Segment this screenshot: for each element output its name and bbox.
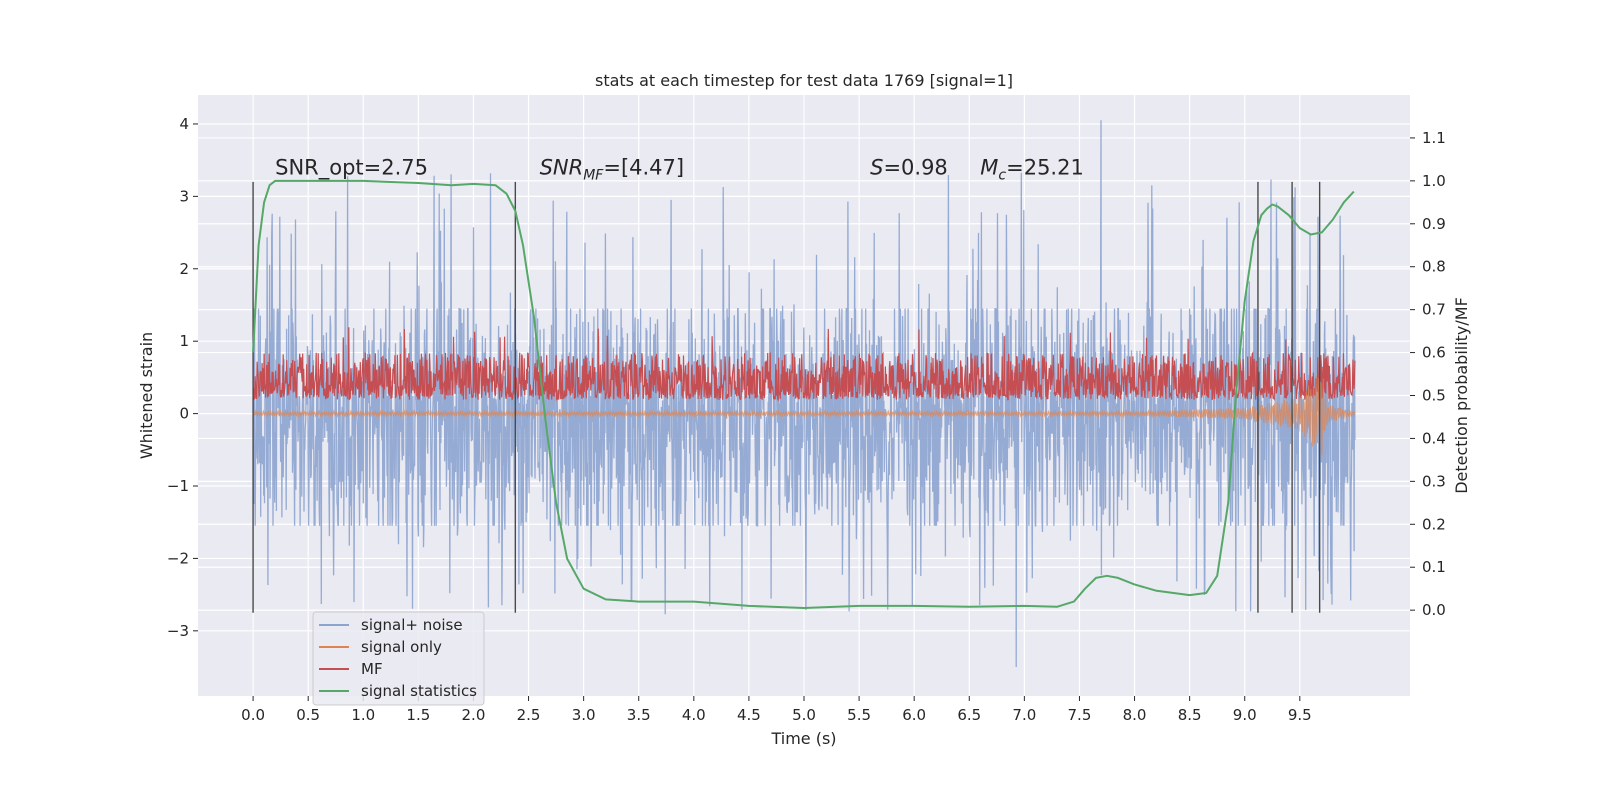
signal-only-line xyxy=(252,375,1356,456)
x-tick-label: 9.5 xyxy=(1288,706,1312,724)
vertical-markers xyxy=(252,181,1321,613)
y-left-tick-label: 0 xyxy=(179,405,189,423)
x-tick-label: 6.5 xyxy=(957,706,981,724)
y-right-tick-label: 0.6 xyxy=(1422,344,1446,362)
x-axis-label: Time (s) xyxy=(770,729,836,748)
annotation-0: SNR_opt=2.75 xyxy=(275,156,428,181)
y-left-tick-label: 3 xyxy=(179,187,189,205)
y-left-tick-label: 4 xyxy=(179,115,189,133)
x-tick-label: 3.5 xyxy=(627,706,651,724)
y-right-tick-label: 0.8 xyxy=(1422,258,1446,276)
y-axis-left-ticks: −3 −2 −1 0 1 2 3 4 xyxy=(167,115,198,640)
y-axis-right-ticks: 0.0 0.1 0.2 0.3 0.4 0.5 0.6 0.7 0.8 0.9 1.0 1.1 xyxy=(1410,129,1446,619)
x-tick-label: 4.0 xyxy=(682,706,706,724)
x-tick-label: 4.5 xyxy=(737,706,761,724)
y-right-tick-label: 0.2 xyxy=(1422,515,1446,533)
series-layer xyxy=(252,120,1356,668)
signal-noise-line xyxy=(252,120,1356,668)
y-axis-left-label: Whitened strain xyxy=(137,332,156,459)
signal-statistics-series xyxy=(252,179,1355,609)
y-right-tick-label: 0.0 xyxy=(1422,601,1446,619)
y-right-tick-label: 0.9 xyxy=(1422,215,1446,233)
y-left-tick-label: 2 xyxy=(179,260,189,278)
annotation-2: S=0.98 xyxy=(870,156,948,180)
legend-label: signal+ noise xyxy=(361,616,463,634)
mf-line xyxy=(252,327,1356,402)
annotation-1: SNRMF=[4.47] xyxy=(540,156,685,184)
y-right-tick-label: 0.5 xyxy=(1422,387,1446,405)
legend-label: signal only xyxy=(361,638,442,656)
legend-label: signal statistics xyxy=(361,682,477,700)
signal-statistics-line xyxy=(252,179,1355,609)
x-tick-label: 5.5 xyxy=(847,706,871,724)
x-tick-label: 5.0 xyxy=(792,706,816,724)
x-tick-label: 7.0 xyxy=(1012,706,1036,724)
x-tick-label: 1.0 xyxy=(351,706,375,724)
y-left-tick-label: −2 xyxy=(167,549,189,567)
x-tick-label: 2.0 xyxy=(462,706,486,724)
x-tick-label: 9.0 xyxy=(1233,706,1257,724)
y-left-tick-label: −1 xyxy=(167,477,189,495)
x-tick-label: 8.5 xyxy=(1178,706,1202,724)
x-tick-label: 1.5 xyxy=(406,706,430,724)
x-tick-label: 2.5 xyxy=(517,706,541,724)
y-right-tick-label: 1.1 xyxy=(1422,129,1446,147)
y-right-tick-label: 1.0 xyxy=(1422,172,1446,190)
legend: signal+ noise signal only MF signal statist… xyxy=(312,611,485,706)
x-tick-label: 8.0 xyxy=(1123,706,1147,724)
annotations: SNR_opt=2.75 SNRMF=[4.47] S=0.98 Mc=25.21 xyxy=(275,156,1084,184)
x-tick-label: 6.0 xyxy=(902,706,926,724)
x-tick-label: 0.0 xyxy=(241,706,265,724)
chart-title: stats at each timestep for test data 176… xyxy=(595,71,1013,90)
x-tick-label: 7.5 xyxy=(1068,706,1092,724)
mf-series xyxy=(252,327,1356,402)
y-right-tick-label: 0.3 xyxy=(1422,472,1446,490)
x-tick-label: 3.0 xyxy=(572,706,596,724)
legend-box xyxy=(312,611,485,706)
x-tick-label: 0.5 xyxy=(296,706,320,724)
y-right-tick-label: 0.7 xyxy=(1422,301,1446,319)
x-axis-ticks: 0.0 0.5 1.0 1.5 2.0 2.5 3.0 3.5 4.0 4.5 5.0 5.5 6.0 6… xyxy=(241,696,1312,724)
signal-noise-series xyxy=(252,120,1356,668)
y-right-tick-label: 0.1 xyxy=(1422,558,1446,576)
annotation-3: Mc=25.21 xyxy=(980,156,1084,184)
y-left-tick-label: 1 xyxy=(179,332,189,350)
y-axis-right-label: Detection probability/MF xyxy=(1452,297,1471,494)
y-left-tick-label: −3 xyxy=(167,622,189,640)
y-right-tick-label: 0.4 xyxy=(1422,429,1446,447)
legend-label: MF xyxy=(361,660,383,678)
signal-only-series xyxy=(252,375,1356,456)
